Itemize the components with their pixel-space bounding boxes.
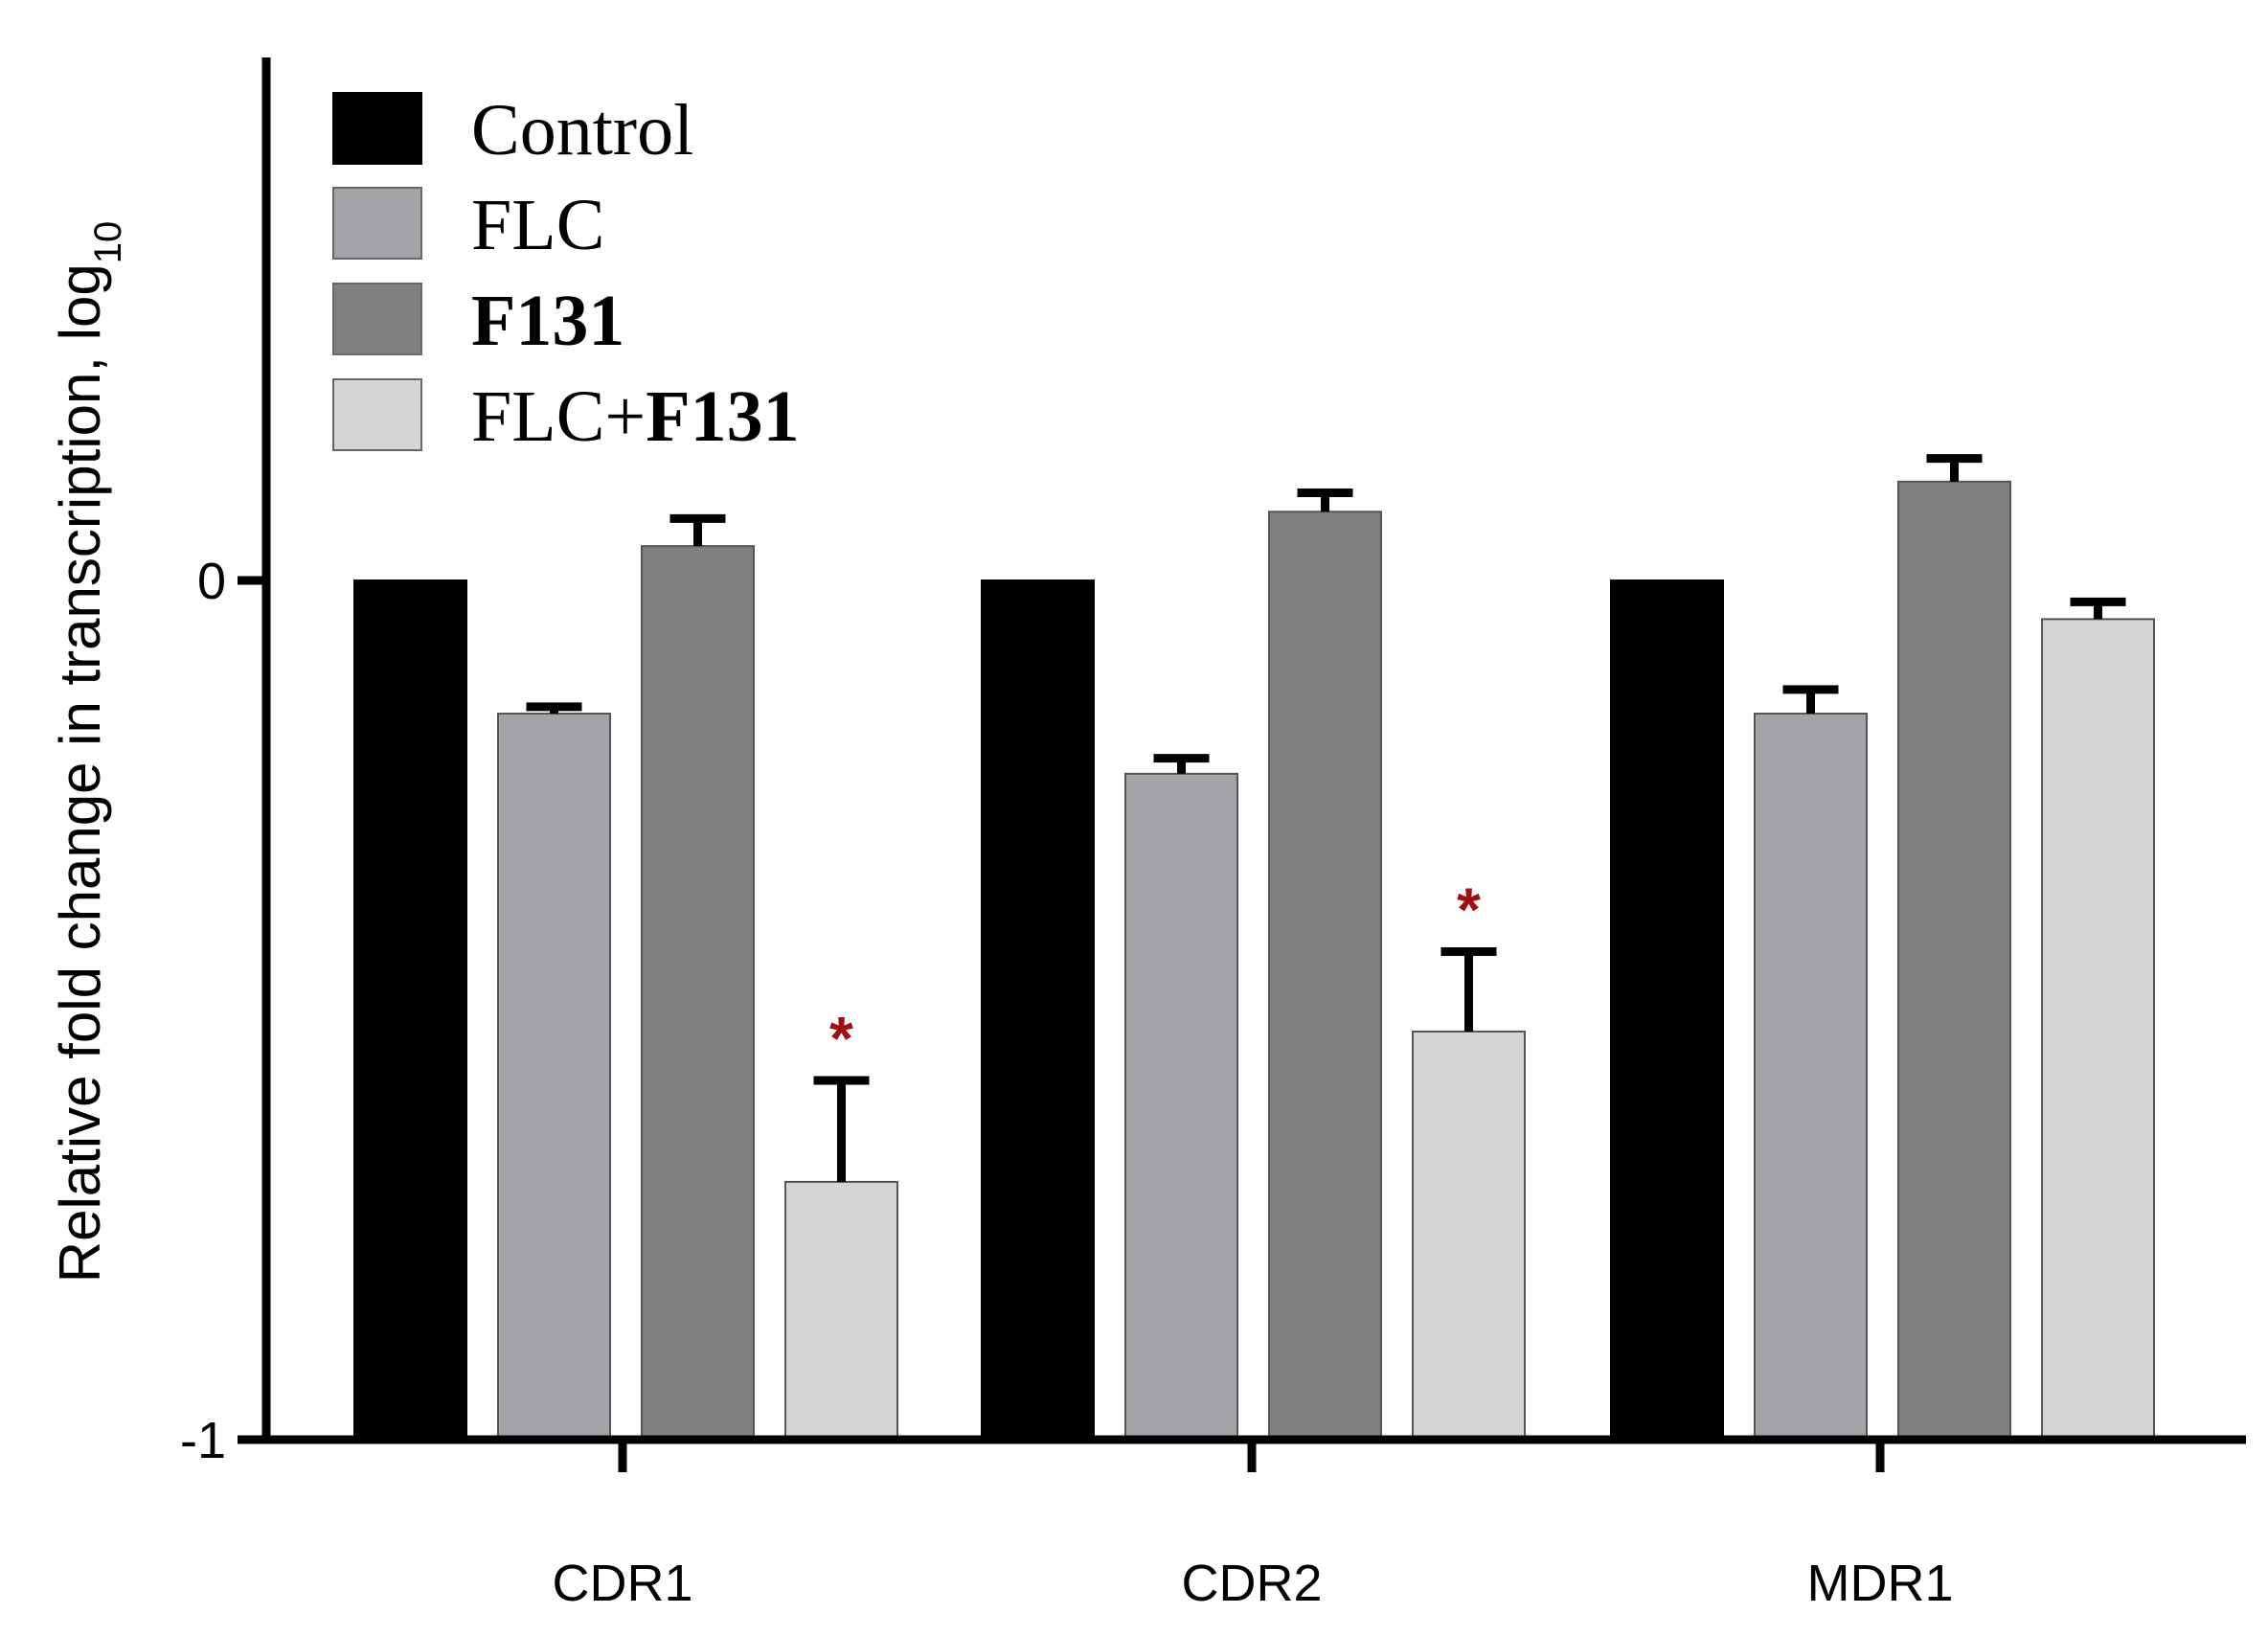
legend-item-control: Control: [332, 90, 693, 170]
error-bar-flc-cdr1: [526, 702, 582, 715]
error-bar-flc-f131-cdr2: [1440, 947, 1497, 1032]
bar-f131-mdr1: [1897, 480, 2011, 1442]
significance-markers-group: **: [829, 875, 1481, 1074]
x-tick-label-mdr1: MDR1: [1806, 1555, 1953, 1612]
error-bar-f131-mdr1: [1926, 454, 1983, 482]
error-bar-flc-f131-cdr1: [813, 1076, 870, 1182]
error-bar-flc-cdr2: [1153, 754, 1210, 774]
legend: Control FLC F131 FLC+F131: [332, 90, 800, 457]
y-axis-label: Relative fold change in transcription, l…: [48, 221, 129, 1283]
y-tick-label: -1: [180, 1412, 226, 1469]
bar-flc-f131-cdr2: [1412, 1030, 1526, 1442]
bars-group: [353, 480, 2155, 1442]
bar-control-cdr1: [353, 579, 467, 1441]
significance-marker-cdr2: *: [1457, 875, 1481, 944]
legend-swatch: [332, 92, 422, 165]
bar-control-cdr2: [981, 579, 1095, 1441]
legend-item-f131: F131: [332, 281, 624, 361]
bar-flc-f131-mdr1: [2041, 618, 2155, 1441]
x-tick-label-cdr2: CDR2: [1181, 1555, 1322, 1612]
legend-swatch: [332, 378, 422, 451]
bar-flc-mdr1: [1754, 713, 1868, 1441]
axes-group: 0 -1 CDR1 CDR2 MDR1: [180, 57, 2246, 1612]
y-tick-label: 0: [197, 553, 226, 610]
legend-label: FLC: [471, 185, 604, 265]
significance-marker-cdr1: *: [829, 1004, 853, 1073]
error-bar-f131-cdr2: [1297, 489, 1353, 512]
bar-f131-cdr1: [641, 545, 755, 1441]
bar-f131-cdr2: [1268, 511, 1382, 1441]
y-axis-label-group: Relative fold change in transcription, l…: [48, 221, 129, 1283]
error-bars-group: [526, 454, 2126, 1182]
bar-flc-cdr2: [1124, 772, 1238, 1441]
legend-swatch: [332, 283, 422, 355]
legend-label: F131: [471, 281, 624, 361]
x-tick-label-cdr1: CDR1: [552, 1555, 692, 1612]
error-bar-flc-f131-mdr1: [2070, 597, 2126, 620]
legend-swatch: [332, 187, 422, 260]
bar-flc-cdr1: [497, 713, 611, 1441]
bar-flc-f131-cdr1: [784, 1180, 898, 1442]
legend-item-flc-f131: FLC+F131: [332, 376, 800, 457]
legend-label: Control: [471, 90, 693, 170]
error-bar-flc-mdr1: [1782, 685, 1839, 715]
error-bar-f131-cdr1: [669, 513, 726, 547]
bar-control-mdr1: [1610, 579, 1724, 1441]
legend-label: FLC+F131: [471, 376, 800, 457]
legend-item-flc: FLC: [332, 185, 604, 265]
